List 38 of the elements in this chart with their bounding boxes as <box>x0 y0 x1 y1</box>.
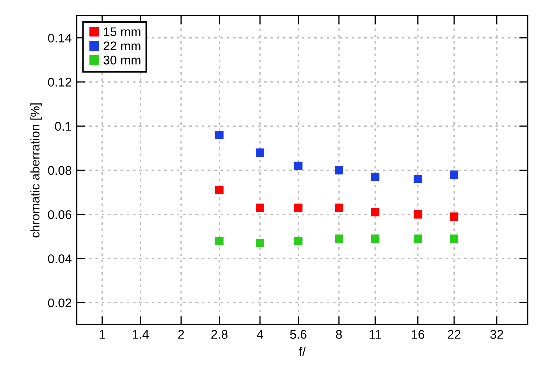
point <box>256 204 264 212</box>
point <box>215 131 224 140</box>
x-axis-title: f/ <box>299 347 306 356</box>
x-tick-label: 5.6 <box>290 330 307 340</box>
x-tick-label: 4 <box>257 330 264 339</box>
point <box>294 204 303 212</box>
y-tick-label: 0.08 <box>48 166 72 176</box>
point <box>450 234 459 244</box>
point <box>256 239 264 248</box>
point <box>450 212 459 222</box>
point <box>256 148 264 158</box>
y-tick-label: 0.06 <box>48 210 72 220</box>
x-tick-label: 1 <box>100 330 106 339</box>
point <box>215 236 224 246</box>
y-tick-label: 0.1 <box>55 122 72 132</box>
legend-label: 30 mm <box>104 56 141 65</box>
point <box>371 234 380 244</box>
x-tick-label: 2.8 <box>212 330 228 340</box>
x-tick-label: 1.4 <box>132 330 150 339</box>
x-tick-label: 8 <box>336 330 342 340</box>
point <box>215 186 224 195</box>
x-tick-label: 16 <box>412 330 425 340</box>
x-tick-label: 32 <box>490 330 504 340</box>
point <box>294 162 303 170</box>
x-tick-label: 11 <box>370 330 382 339</box>
y-tick-label: 0.04 <box>48 254 72 264</box>
point <box>371 208 380 217</box>
legend-label: 15 mm <box>104 28 141 36</box>
y-tick-label: 0.02 <box>48 298 72 308</box>
y-axis-title: chromatic aberration [%] <box>30 104 42 238</box>
x-tick-label: 22 <box>448 330 461 339</box>
point <box>294 236 303 246</box>
x-tick-label: 2 <box>178 330 184 339</box>
y-tick-label: 0.14 <box>48 34 72 43</box>
y-tick-label: 0.12 <box>48 78 72 87</box>
legend-label: 22 mm <box>104 42 141 50</box>
point <box>371 172 380 182</box>
point <box>450 170 459 180</box>
